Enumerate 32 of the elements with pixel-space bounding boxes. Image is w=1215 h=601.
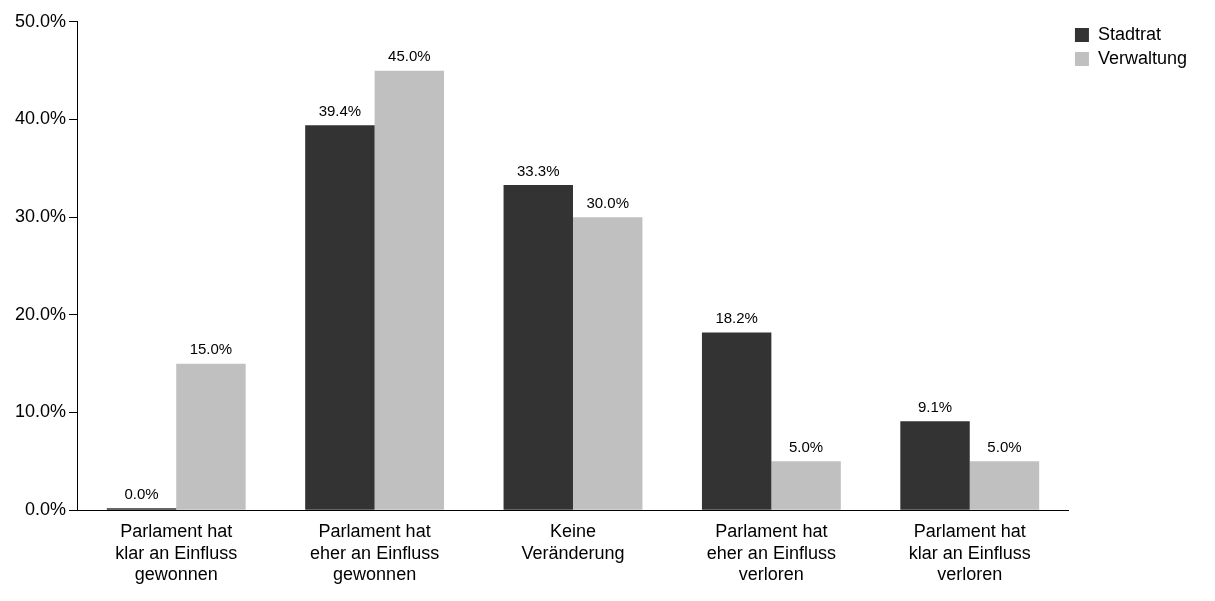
y-tick-label: 40.0%: [14, 108, 67, 129]
bar: [176, 363, 246, 510]
y-tick-label: 20.0%: [14, 303, 67, 324]
bar: [900, 421, 970, 510]
y-tick-label: 30.0%: [14, 206, 67, 227]
data-label: 15.0%: [189, 340, 233, 358]
data-label: 0.0%: [124, 484, 159, 502]
y-tick-label: 10.0%: [14, 401, 67, 422]
data-label: 33.3%: [517, 161, 560, 179]
bar: [305, 125, 375, 510]
data-label: 5.0%: [788, 438, 824, 455]
y-tick-label: 0.0%: [25, 499, 67, 520]
bar: [771, 461, 841, 510]
x-tick-label: Parlament hat eher an Einfluss gewonnen: [310, 520, 440, 585]
x-tick-label: Parlament hat klar an Einfluss verloren: [908, 520, 1031, 585]
data-label: 9.1%: [917, 397, 953, 415]
x-tick-label: Parlament hat eher an Einfluss verloren: [706, 520, 836, 585]
x-tick-label: Parlament hat klar an Einfluss gewonnen: [115, 520, 238, 585]
bar: [572, 217, 643, 510]
data-label: 45.0%: [388, 47, 431, 65]
legend-label: Verwaltung: [1097, 47, 1187, 68]
data-label: 39.4%: [318, 101, 362, 119]
y-tick-label: 50.0%: [14, 10, 67, 31]
bar: [503, 184, 573, 510]
legend-label: Stadtrat: [1097, 23, 1161, 44]
x-tick-label: Keine Veränderung: [521, 520, 625, 563]
bar: [969, 461, 1040, 510]
data-label: 30.0%: [586, 193, 629, 211]
data-label: 18.2%: [715, 309, 758, 327]
bar: [374, 70, 445, 510]
data-label: 5.0%: [987, 438, 1022, 455]
bar: [701, 332, 772, 510]
